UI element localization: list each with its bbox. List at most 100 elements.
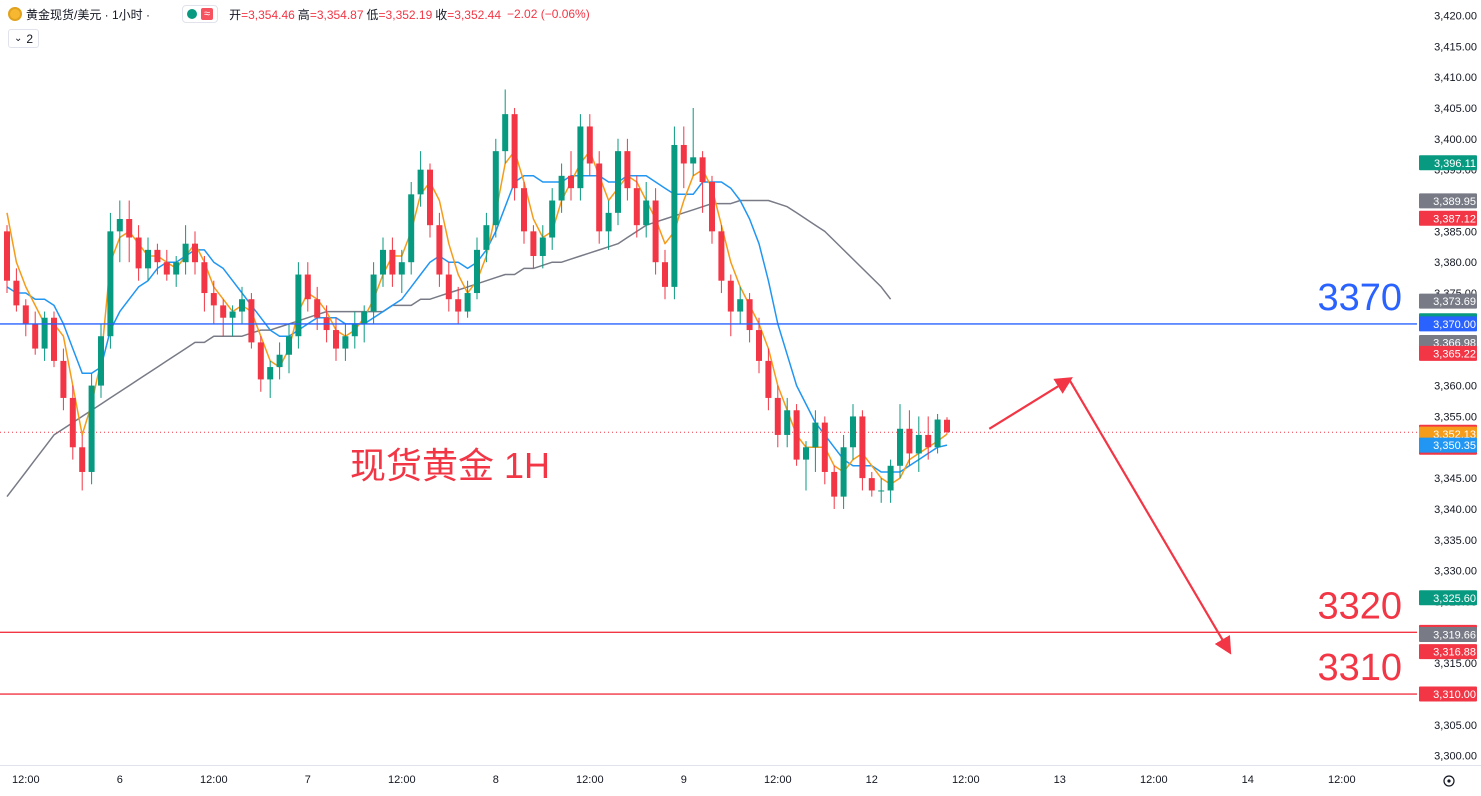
candle — [389, 237, 396, 287]
price-tick-label: 3,315.00 — [1434, 658, 1477, 670]
candle-body — [370, 274, 377, 312]
candle — [239, 286, 245, 324]
candle-body — [220, 305, 227, 318]
candle — [840, 434, 847, 509]
time-tick-label: 7 — [305, 774, 311, 786]
approx-icon: ≈ — [201, 8, 214, 20]
time-axis[interactable]: 12:00 6 12:00 7 12:00 8 12:00 9 12:00 12 12:00 13 12… — [0, 765, 1481, 787]
time-tick-label: 14 — [1242, 774, 1254, 786]
candle — [267, 360, 274, 398]
candle — [417, 151, 424, 207]
candle-body — [793, 410, 800, 460]
price-tag: 3,350.35 — [1419, 437, 1477, 453]
candle-body — [417, 169, 424, 195]
candle-body — [210, 293, 217, 306]
candle-body — [831, 471, 838, 497]
price-tag-bg — [1419, 590, 1477, 606]
candle — [897, 404, 903, 479]
candle — [257, 336, 264, 392]
candle-body — [163, 262, 170, 275]
candle — [351, 311, 358, 349]
candle — [812, 410, 819, 472]
candle-body — [445, 274, 452, 300]
candle — [60, 348, 67, 411]
candle — [173, 256, 180, 287]
price-tag: 3,373.69 — [1419, 293, 1477, 309]
symbol-title[interactable]: 黄金现货/美元 · 1小时 · — [26, 7, 151, 22]
candle — [831, 465, 838, 509]
candle — [135, 225, 142, 281]
time-tick-label: 8 — [493, 774, 499, 786]
candle — [944, 417, 950, 434]
candle — [98, 323, 104, 398]
price-tag-label: 3,350.35 — [1433, 440, 1476, 452]
candle-body — [596, 163, 603, 232]
candle — [192, 231, 198, 275]
candle-body — [558, 175, 565, 201]
candle-body — [257, 342, 264, 380]
candle — [295, 262, 302, 349]
candle — [821, 416, 828, 485]
candle-body — [201, 262, 208, 294]
candle — [756, 317, 762, 374]
candle-body — [88, 385, 95, 472]
indicators-toggle-button[interactable]: ⌄ 2 — [8, 29, 40, 48]
price-tick-label: 3,405.00 — [1434, 103, 1477, 115]
candle-body — [925, 434, 932, 448]
price-tick-label: 3,340.00 — [1434, 504, 1477, 516]
candle — [380, 237, 386, 287]
price-axis[interactable]: 3,300.003,305.003,310.003,315.003,320.00… — [1418, 0, 1481, 765]
candle-body — [502, 114, 509, 152]
candle-body — [624, 151, 631, 189]
price-tick-label: 3,385.00 — [1434, 226, 1477, 238]
candle-body — [145, 249, 151, 269]
price-tag: 3,396.11 — [1419, 155, 1477, 171]
forecast-arrow — [1068, 378, 1232, 655]
candle — [69, 385, 76, 460]
time-tick-label: 6 — [117, 774, 123, 786]
candle — [492, 138, 499, 238]
candle — [530, 225, 537, 269]
candle — [577, 114, 584, 201]
candle-body — [671, 144, 678, 287]
price-tag-bg — [1419, 437, 1477, 453]
candle-body — [680, 144, 687, 164]
indicator-count: 2 — [26, 31, 34, 46]
candle — [605, 200, 612, 250]
candle-body — [192, 243, 198, 263]
candle-body — [276, 354, 283, 368]
price-tag-bg — [1419, 686, 1477, 702]
candle-body — [474, 249, 480, 294]
price-tag: 3,310.00 — [1419, 686, 1477, 702]
candle — [793, 404, 800, 466]
candle-body — [154, 249, 161, 263]
candle-body — [737, 299, 744, 312]
price-tag-label: 3,365.22 — [1433, 348, 1476, 360]
candle-body — [812, 422, 819, 448]
candle-body — [511, 114, 518, 189]
axis-settings-icon[interactable] — [1443, 775, 1455, 787]
price-tag-bg — [1419, 644, 1477, 660]
candle — [182, 225, 189, 275]
candle — [304, 262, 311, 312]
price-tag: 3,365.22 — [1419, 345, 1477, 361]
candle-body — [351, 323, 358, 337]
price-tick-label: 3,400.00 — [1434, 134, 1477, 146]
candle — [398, 249, 405, 294]
market-status-badge[interactable]: ≈ — [182, 5, 219, 23]
candle-body — [699, 157, 706, 182]
candle-body — [483, 225, 490, 250]
price-tag: 3,387.12 — [1419, 210, 1477, 226]
annotation-text: 现货黄金 1H — [350, 445, 550, 486]
candle — [116, 200, 123, 263]
candle — [145, 237, 151, 281]
price-tick-label: 3,410.00 — [1434, 72, 1477, 84]
candle — [464, 280, 471, 318]
price-tag-bg — [1419, 293, 1477, 309]
candle — [314, 286, 321, 331]
price-tag: 3,370.00 — [1419, 316, 1477, 332]
candle-body — [915, 434, 922, 454]
chevron-down-icon: ⌄ — [14, 33, 23, 44]
price-tag-label: 3,316.88 — [1433, 647, 1476, 659]
